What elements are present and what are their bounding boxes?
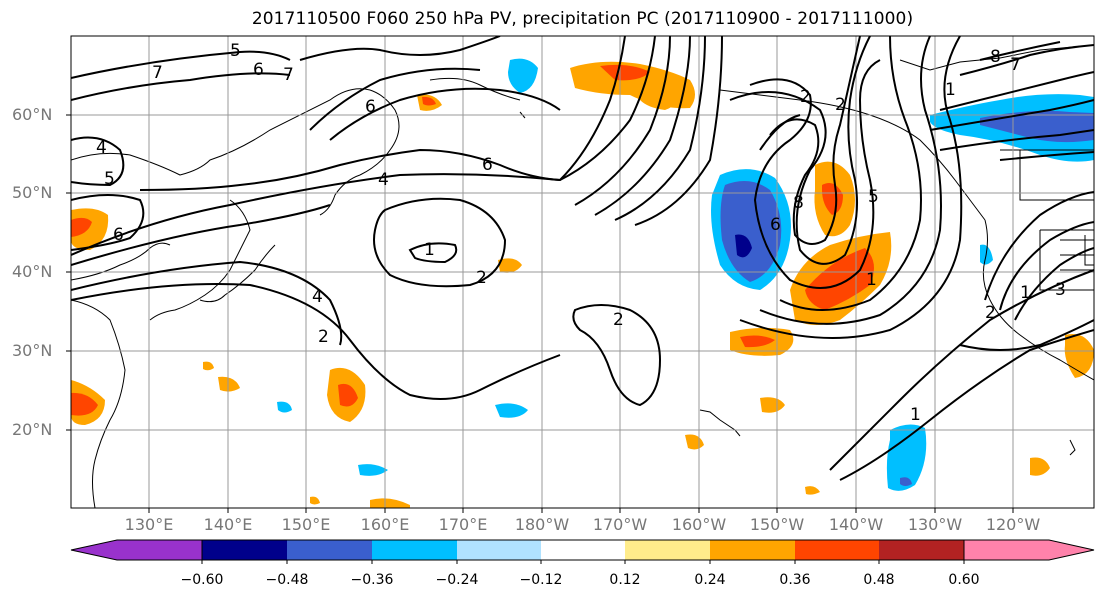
colorbar-segment: [879, 540, 964, 560]
contour-label: 7: [152, 63, 163, 83]
pv-contours: [71, 36, 1094, 481]
colorbar-segment: [795, 540, 879, 560]
colorbar-high-extend: [963, 539, 1095, 561]
colorbar-low-extend: [70, 539, 203, 561]
graticule: [71, 36, 1094, 508]
contour-label: 2: [318, 327, 329, 347]
contour-label: 1: [1020, 283, 1031, 303]
lon-label: 140°W: [828, 515, 884, 534]
colorbar-segment: [457, 540, 541, 560]
colorbar: [70, 539, 1095, 564]
lon-label: 170°E: [438, 515, 488, 534]
lon-label: 140°E: [203, 515, 253, 534]
colorbar-segment: [625, 540, 710, 560]
contour-label: 4: [378, 170, 389, 190]
colorbar-segment: [287, 540, 372, 560]
lon-label: 160°W: [671, 515, 727, 534]
lon-label: 130°W: [907, 515, 963, 534]
colorbar-tick-label: 0.24: [694, 572, 726, 588]
colorbar-tick-label: 0.48: [863, 572, 895, 588]
lon-label: 170°W: [592, 515, 648, 534]
colorbar-segment: [541, 540, 625, 560]
contour-label: 6: [113, 225, 124, 245]
contour-label: 4: [96, 138, 107, 158]
contour-label: 5: [230, 41, 241, 61]
tick-marks: [66, 114, 1014, 513]
colorbar-tick-label: −0.60: [180, 572, 224, 588]
contour-label: 6: [482, 155, 493, 175]
colorbar-tick-label: 0.12: [609, 572, 641, 588]
contour-label: 1: [910, 405, 921, 425]
lat-label-30n: 30°N: [12, 341, 53, 360]
contour-label: 2: [985, 303, 996, 323]
contour-label: 8: [990, 47, 1001, 67]
contour-label: 2: [613, 310, 624, 330]
colorbar-segment: [372, 540, 457, 560]
contour-label: 7: [283, 65, 294, 85]
colorbar-segment: [710, 540, 795, 560]
lon-label: 130°E: [124, 515, 174, 534]
colorbar-tick-label: −0.48: [265, 572, 309, 588]
lon-label: 150°E: [281, 515, 331, 534]
contour-label: 1: [866, 270, 877, 290]
contour-label: 5: [104, 169, 115, 189]
contour-label: 2: [800, 87, 811, 107]
contour-label: 3: [1055, 280, 1066, 300]
contour-label: 6: [770, 215, 781, 235]
contour-label: 7: [1010, 55, 1021, 75]
lat-label-20n: 20°N: [12, 420, 53, 439]
colorbar-tick-label: 0.36: [779, 572, 811, 588]
contour-label: 1: [945, 80, 956, 100]
lon-label: 120°W: [985, 515, 1041, 534]
contour-label: 2: [835, 95, 846, 115]
contour-label: 4: [312, 287, 323, 307]
lon-label: 150°W: [749, 515, 805, 534]
lat-label-60n: 60°N: [12, 105, 53, 124]
colorbar-tick-label: −0.12: [519, 572, 563, 588]
colorbar-tick-label: 0.60: [948, 572, 980, 588]
contour-label: 2: [476, 268, 487, 288]
contour-label: 6: [253, 60, 264, 80]
colorbar-segment: [202, 540, 287, 560]
contour-label: 1: [424, 240, 435, 260]
map-title: 2017110500 F060 250 hPa PV, precipitatio…: [251, 9, 914, 29]
precip-negative-shading: [277, 58, 1094, 491]
contour-labels: 5 6 7 6 7 4 5 6 4 6 1 2 2 2 4 2 8 6 2 1 …: [96, 41, 1066, 425]
colorbar-tick-label: −0.24: [435, 572, 479, 588]
colorbar-tick-label: −0.36: [350, 572, 394, 588]
lon-label: 160°E: [360, 515, 410, 534]
contour-label: 8: [793, 193, 804, 213]
lat-label-40n: 40°N: [12, 262, 53, 281]
contour-label: 5: [868, 187, 879, 207]
coastlines: [71, 44, 1094, 508]
lat-label-50n: 50°N: [12, 183, 53, 202]
lon-label: 180°W: [514, 515, 570, 534]
contour-label: 6: [365, 97, 376, 117]
